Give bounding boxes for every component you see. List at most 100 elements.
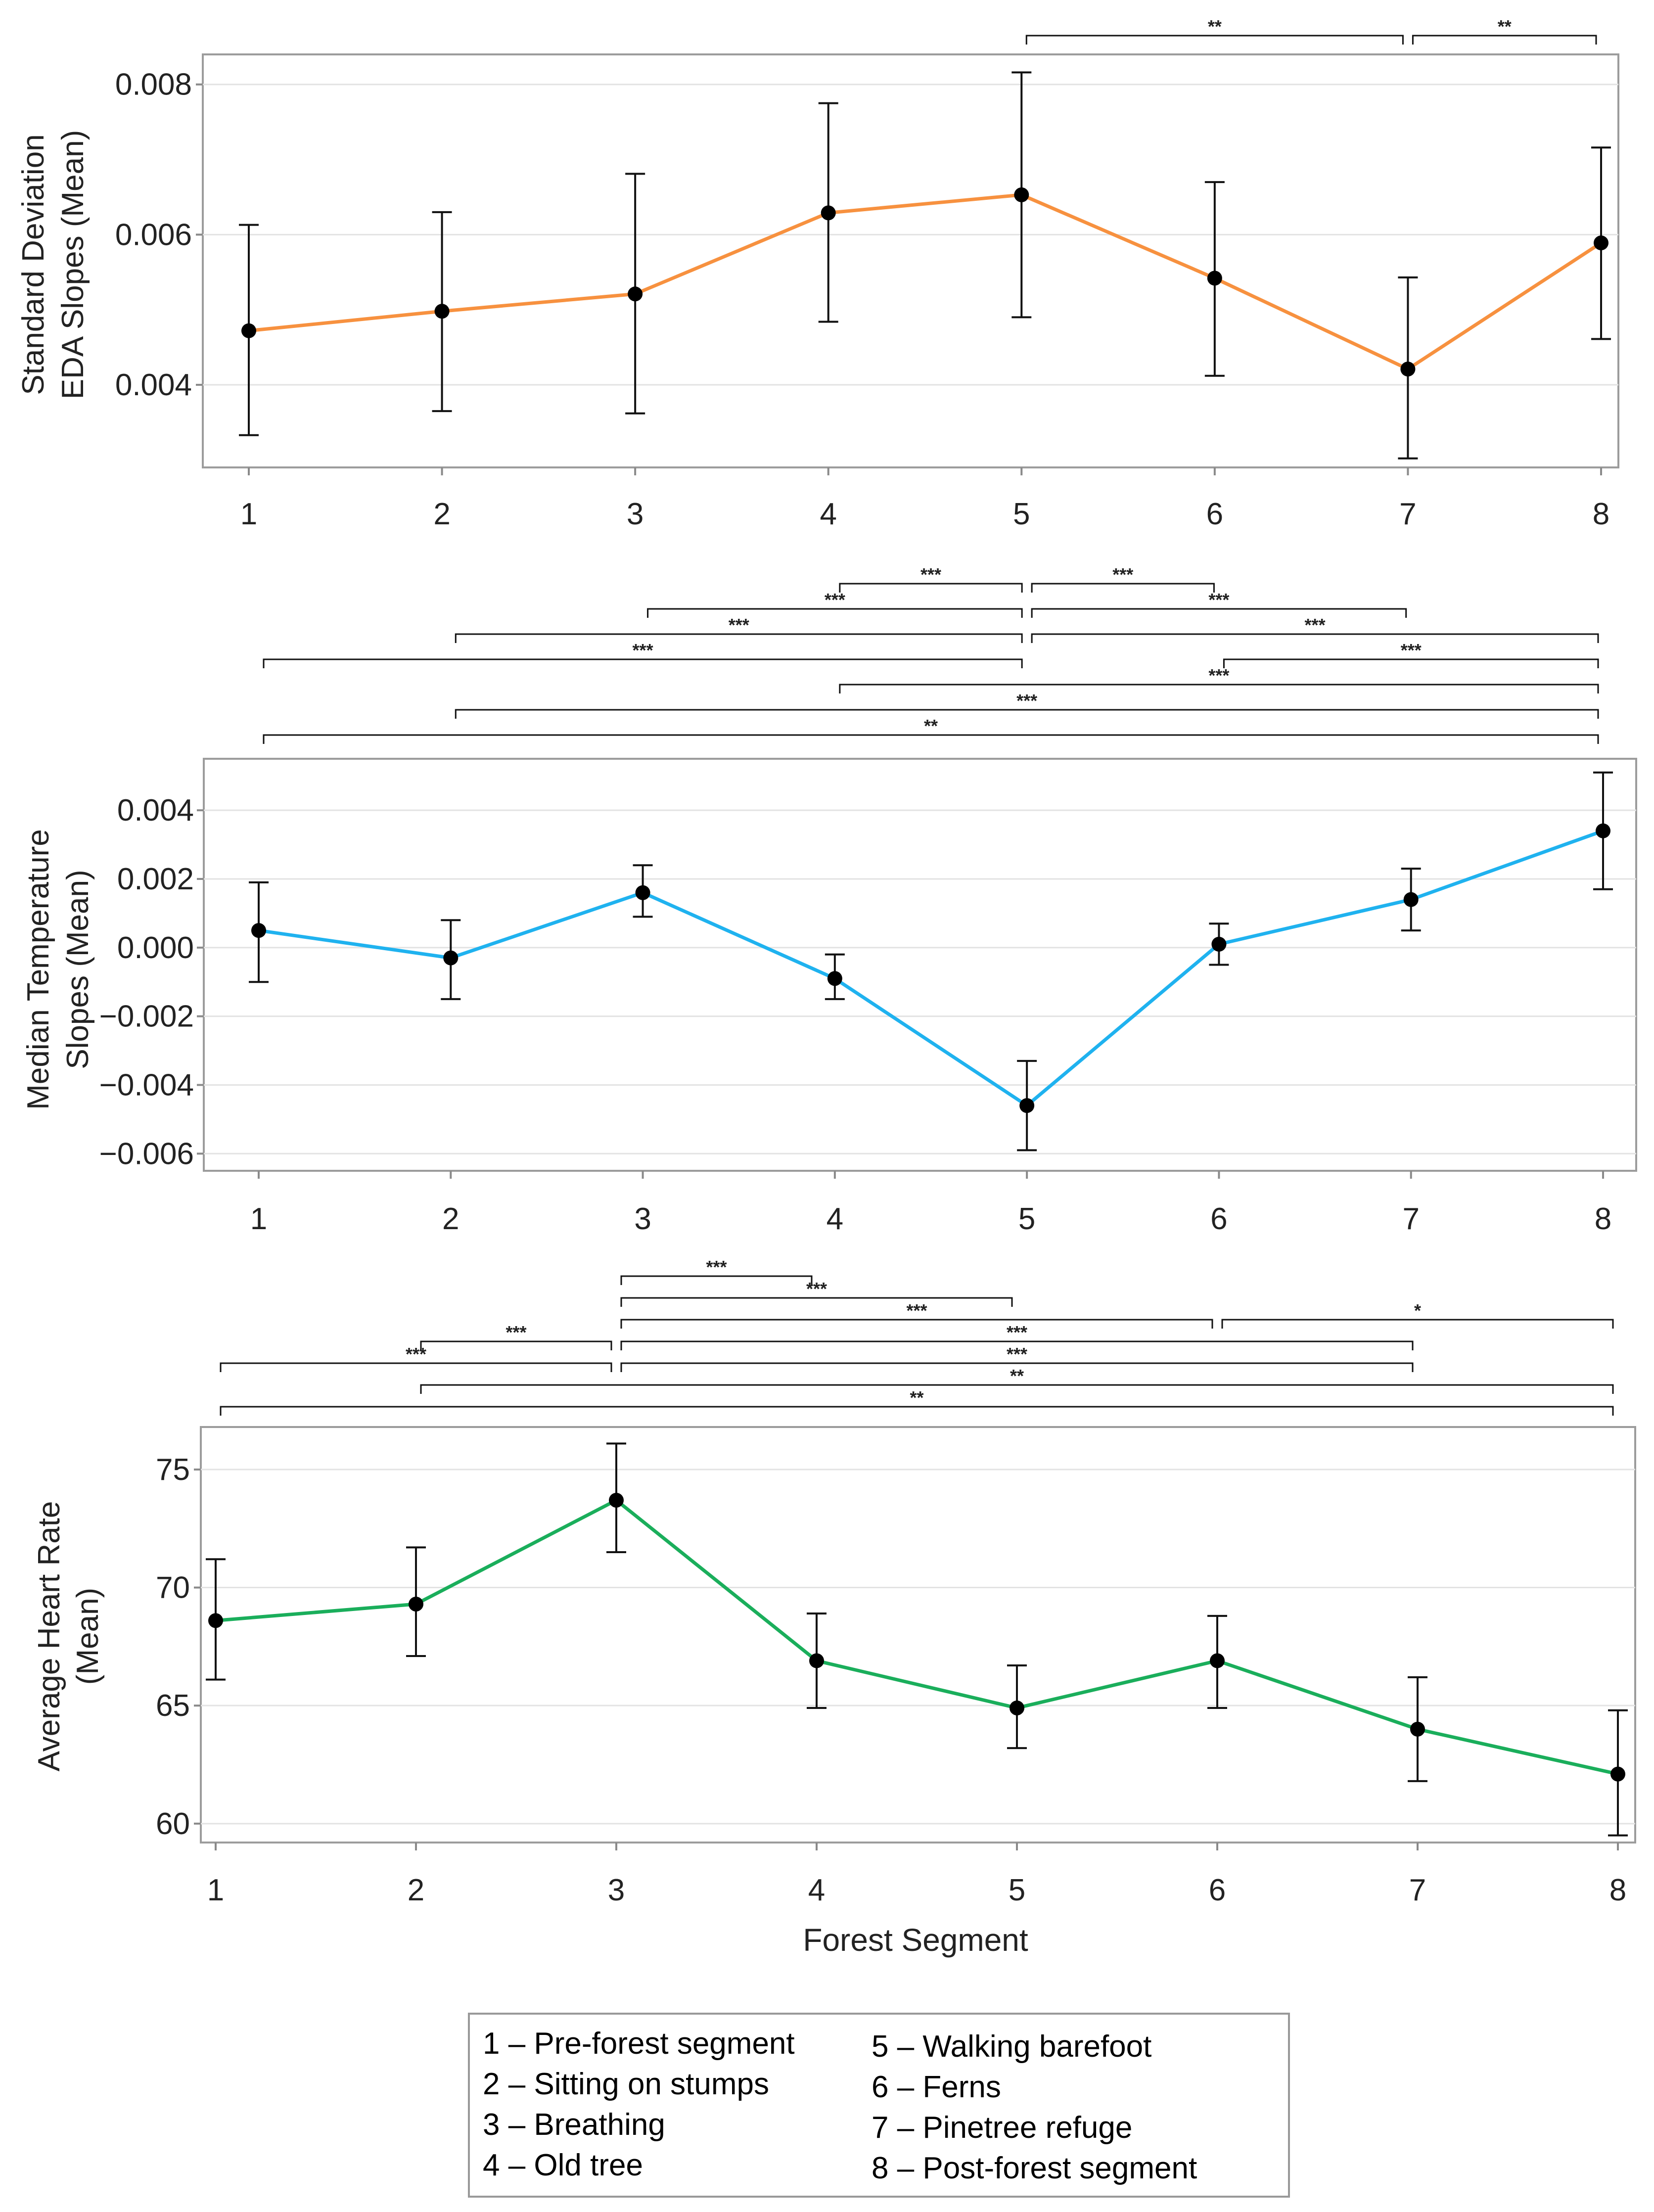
temperature-ytick-label: −0.006 bbox=[99, 1137, 194, 1171]
heart-rate-significance-bracket bbox=[620, 1340, 1414, 1350]
heart-rate-significance-bracket bbox=[220, 1406, 1614, 1416]
temperature-significance-bracket bbox=[455, 709, 1599, 719]
heart-rate-data-point bbox=[1210, 1653, 1225, 1668]
temperature-xtick-label: 5 bbox=[1018, 1202, 1035, 1236]
temperature-ytick-label: 0.000 bbox=[117, 931, 194, 965]
temperature-plot-frame bbox=[203, 758, 1637, 1172]
heart-rate-xtick-label: 5 bbox=[1009, 1873, 1025, 1907]
heart-rate-significance-bracket bbox=[620, 1275, 813, 1285]
heart-rate-xtick-label: 6 bbox=[1209, 1873, 1226, 1907]
eda-xtick-label: 6 bbox=[1206, 497, 1223, 531]
temperature-significance-label: *** bbox=[1208, 665, 1229, 686]
temperature-data-point bbox=[251, 923, 266, 938]
heart-rate-significance-label: *** bbox=[906, 1300, 927, 1321]
heart-rate-plot-frame bbox=[200, 1426, 1636, 1843]
eda-data-point bbox=[241, 323, 256, 338]
temperature-significance-bracket bbox=[263, 734, 1599, 744]
eda-xtick-label: 1 bbox=[240, 497, 257, 531]
legend-item-1: 1 – Pre-forest segment bbox=[483, 2027, 795, 2061]
heart-rate-ytick-label: 75 bbox=[156, 1453, 190, 1487]
heart-rate-series-line bbox=[215, 1498, 1618, 1776]
heart-rate-significance-bracket bbox=[420, 1340, 612, 1350]
eda-xtick-label: 5 bbox=[1013, 497, 1030, 531]
heart-rate-significance-bracket bbox=[620, 1362, 1414, 1372]
heart-rate-xlabel: Forest Segment bbox=[803, 1922, 1028, 1958]
heart-rate-significance-label: ** bbox=[1010, 1366, 1024, 1386]
temperature-ytick-label: 0.004 bbox=[117, 793, 194, 828]
legend-box bbox=[468, 2013, 1290, 2198]
temperature-significance-label: *** bbox=[633, 640, 653, 660]
temperature-ylabel-line1: Median Temperature bbox=[21, 829, 55, 1110]
temperature-significance-label: *** bbox=[825, 590, 845, 610]
temperature-significance-bracket bbox=[263, 658, 1023, 668]
legend-item-7: 7 – Pinetree refuge bbox=[872, 2111, 1132, 2145]
temperature-significance-bracket bbox=[839, 684, 1599, 693]
temperature-significance-label: *** bbox=[1208, 590, 1229, 610]
temperature-significance-label: *** bbox=[920, 564, 941, 585]
heart-rate-significance-label: *** bbox=[706, 1257, 727, 1277]
eda-ytick-label: 0.008 bbox=[115, 68, 192, 102]
heart-rate-ytick-label: 65 bbox=[156, 1689, 190, 1723]
heart-rate-significance-bracket bbox=[620, 1319, 1213, 1329]
temperature-ytick-label: 0.002 bbox=[117, 862, 194, 896]
eda-data-point bbox=[1207, 271, 1222, 286]
temperature-significance-label: *** bbox=[1016, 691, 1037, 711]
temperature-xtick-label: 4 bbox=[827, 1202, 843, 1236]
heart-rate-significance-label: *** bbox=[1007, 1344, 1027, 1364]
temperature-significance-bracket bbox=[1031, 583, 1215, 593]
eda-ylabel-line1: Standard Deviation bbox=[16, 134, 50, 395]
temperature-significance-bracket bbox=[839, 583, 1023, 593]
temperature-significance-label: *** bbox=[729, 615, 749, 635]
temperature-significance-bracket bbox=[1031, 633, 1599, 643]
eda-significance-bracket bbox=[1025, 35, 1404, 45]
heart-rate-significance-label: *** bbox=[406, 1344, 426, 1364]
temperature-significance-label: *** bbox=[1112, 564, 1133, 585]
temperature-ytick-label: −0.002 bbox=[99, 1000, 194, 1034]
heart-rate-data-point bbox=[208, 1613, 223, 1628]
legend-item-8: 8 – Post-forest segment bbox=[872, 2151, 1197, 2185]
heart-rate-xtick-label: 7 bbox=[1409, 1873, 1426, 1907]
heart-rate-data-point bbox=[1010, 1700, 1024, 1715]
eda-ytick-label: 0.006 bbox=[115, 218, 192, 252]
heart-rate-data-point bbox=[1610, 1766, 1625, 1782]
eda-series-line bbox=[248, 193, 1602, 371]
temperature-data-point bbox=[1403, 892, 1419, 907]
eda-significance-bracket bbox=[1412, 35, 1597, 45]
temperature-significance-label: ** bbox=[924, 716, 938, 736]
eda-xtick-label: 7 bbox=[1399, 497, 1416, 531]
heart-rate-xtick-label: 3 bbox=[608, 1873, 625, 1907]
heart-rate-xtick-label: 8 bbox=[1609, 1873, 1626, 1907]
heart-rate-data-point bbox=[409, 1596, 423, 1612]
temperature-xtick-label: 7 bbox=[1402, 1202, 1419, 1236]
heart-rate-data-point bbox=[609, 1492, 624, 1508]
heart-rate-ytick-label: 60 bbox=[156, 1807, 190, 1841]
heart-rate-ytick-label: 70 bbox=[156, 1571, 190, 1605]
legend-item-6: 6 – Ferns bbox=[872, 2070, 1001, 2104]
eda-ylabel-line2: EDA Slopes (Mean) bbox=[56, 130, 90, 399]
temperature-xtick-label: 6 bbox=[1210, 1202, 1227, 1236]
heart-rate-significance-bracket bbox=[1221, 1319, 1614, 1329]
temperature-panel: Median Temperature Slopes (Mean) −0.006 −… bbox=[21, 564, 1637, 1236]
legend: 1 – Pre-forest segment 2 – Sitting on st… bbox=[468, 2013, 1290, 2198]
temperature-series-line bbox=[258, 829, 1604, 1107]
heart-rate-significance-bracket bbox=[420, 1384, 1614, 1394]
legend-item-2: 2 – Sitting on stumps bbox=[483, 2067, 769, 2101]
temperature-significance-bracket bbox=[647, 608, 1023, 618]
eda-ytick-label: 0.004 bbox=[115, 368, 192, 402]
temperature-significance-label: *** bbox=[1305, 615, 1326, 635]
eda-data-point bbox=[628, 286, 643, 302]
temperature-data-point bbox=[1596, 823, 1610, 838]
temperature-xtick-label: 2 bbox=[442, 1202, 459, 1236]
eda-significance-label: ** bbox=[1498, 16, 1512, 37]
temperature-xtick-label: 8 bbox=[1595, 1202, 1611, 1236]
eda-data-point bbox=[1400, 362, 1416, 377]
heart-rate-significance-label: *** bbox=[1007, 1322, 1027, 1342]
heart-rate-significance-label: *** bbox=[505, 1322, 526, 1342]
legend-item-5: 5 – Walking barefoot bbox=[872, 2029, 1151, 2064]
eda-xtick-label: 4 bbox=[820, 497, 836, 531]
eda-significance-label: ** bbox=[1208, 16, 1222, 37]
temperature-ytick-label: −0.004 bbox=[99, 1068, 194, 1102]
heart-rate-significance-label: ** bbox=[910, 1387, 923, 1408]
temperature-significance-label: *** bbox=[1401, 640, 1422, 660]
legend-item-4: 4 – Old tree bbox=[483, 2148, 643, 2182]
